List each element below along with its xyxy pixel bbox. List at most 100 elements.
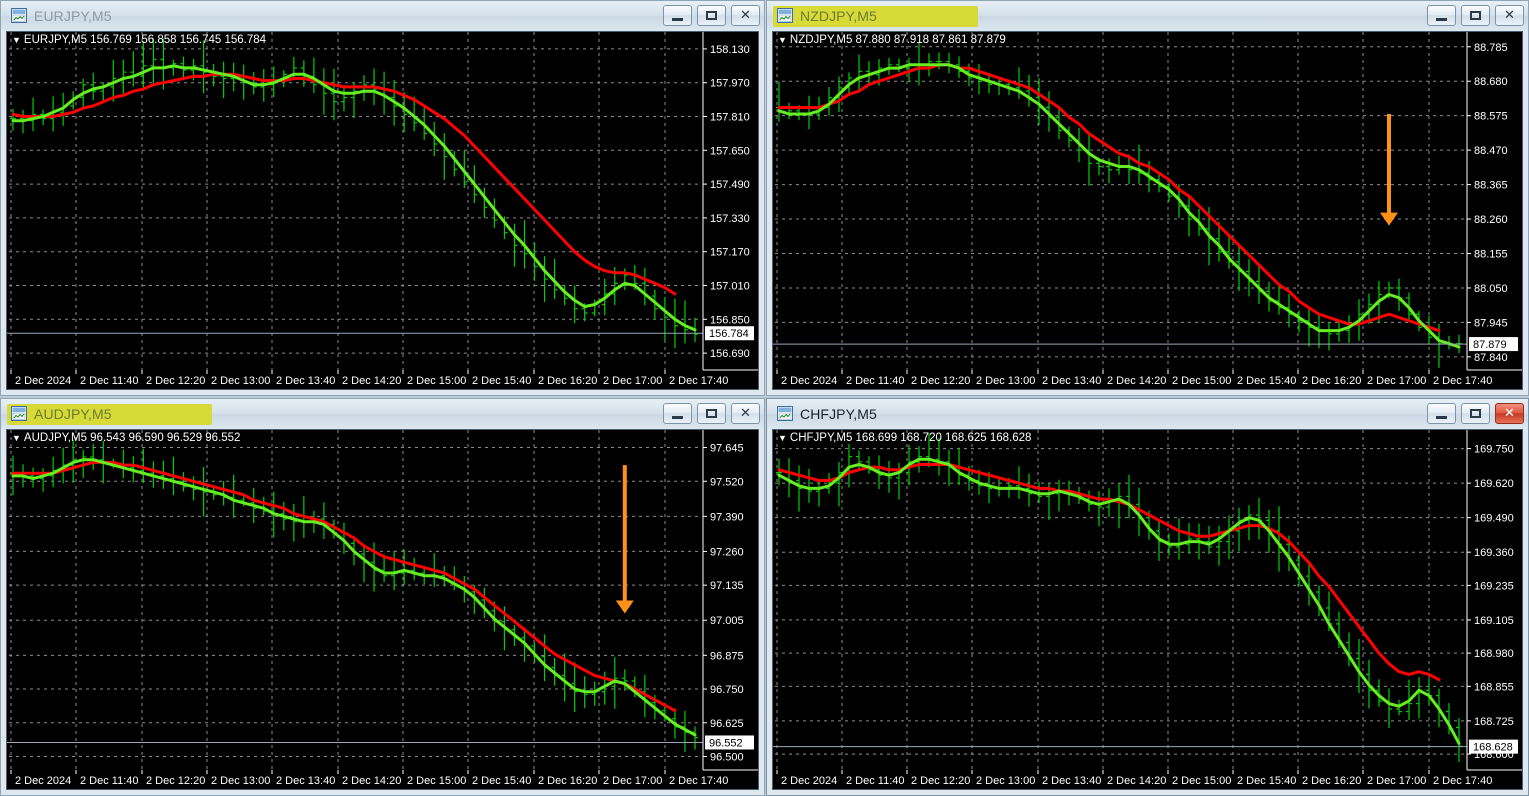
svg-text:96.625: 96.625 xyxy=(710,718,744,730)
price-chart[interactable]: 169.750 169.620 169.490 169.360 169.235 169.1… xyxy=(773,430,1522,789)
chart-area[interactable]: 97.645 97.520 97.390 97.260 97.135 97.005 96.8… xyxy=(6,429,759,790)
svg-text:2 Dec 2024: 2 Dec 2024 xyxy=(781,375,837,387)
price-chart[interactable]: 158.130 157.970 157.810 157.650 157.490 157.3… xyxy=(7,32,758,389)
minimize-icon xyxy=(672,415,683,419)
window-titlebar[interactable]: AUDJPY,M5 ✕ xyxy=(1,399,764,429)
svg-text:97.645: 97.645 xyxy=(710,443,744,455)
chart-window-eurjpy[interactable]: EURJPY,M5 ✕ 158.130 157.970 157.810 157.650… xyxy=(0,0,765,396)
svg-text:157.970: 157.970 xyxy=(710,78,750,90)
svg-text:156.784: 156.784 xyxy=(709,328,749,340)
svg-text:157.490: 157.490 xyxy=(710,179,750,191)
chart-document-icon xyxy=(777,406,793,421)
svg-text:168.980: 168.980 xyxy=(1474,648,1514,660)
restore-button[interactable] xyxy=(697,403,726,424)
svg-text:2 Dec 12:20: 2 Dec 12:20 xyxy=(146,775,205,787)
close-button[interactable]: ✕ xyxy=(1495,403,1524,424)
window-titlebar[interactable]: NZDJPY,M5 ✕ xyxy=(767,1,1528,31)
svg-text:169.750: 169.750 xyxy=(1474,444,1514,456)
minimize-icon xyxy=(1436,17,1447,21)
price-chart[interactable]: 88.785 88.680 88.575 88.470 88.365 88.260 88.1… xyxy=(773,32,1522,389)
svg-text:2 Dec 13:40: 2 Dec 13:40 xyxy=(276,775,335,787)
minimize-button[interactable] xyxy=(663,5,692,26)
chart-document-icon xyxy=(11,406,27,421)
minimize-button[interactable] xyxy=(1427,5,1456,26)
chart-document-icon xyxy=(777,8,793,23)
svg-text:2 Dec 17:40: 2 Dec 17:40 xyxy=(669,375,728,387)
window-titlebar[interactable]: EURJPY,M5 ✕ xyxy=(1,1,764,31)
svg-text:2 Dec 11:40: 2 Dec 11:40 xyxy=(846,375,905,387)
svg-text:2 Dec 17:00: 2 Dec 17:00 xyxy=(603,775,662,787)
close-icon: ✕ xyxy=(740,8,751,23)
close-icon: ✕ xyxy=(1504,8,1515,23)
svg-text:157.810: 157.810 xyxy=(710,112,750,124)
svg-text:157.330: 157.330 xyxy=(710,213,750,225)
window-controls[interactable]: ✕ xyxy=(663,403,760,424)
minimize-button[interactable] xyxy=(1427,403,1456,424)
svg-text:2 Dec 17:00: 2 Dec 17:00 xyxy=(603,375,662,387)
window-title-group[interactable]: NZDJPY,M5 xyxy=(773,5,978,27)
close-button[interactable]: ✕ xyxy=(1495,5,1524,26)
svg-text:2 Dec 13:40: 2 Dec 13:40 xyxy=(1042,375,1101,387)
close-button[interactable]: ✕ xyxy=(731,403,760,424)
svg-text:88.680: 88.680 xyxy=(1474,76,1508,88)
svg-text:88.470: 88.470 xyxy=(1474,145,1508,157)
svg-text:2 Dec 15:00: 2 Dec 15:00 xyxy=(407,775,466,787)
svg-text:2 Dec 17:00: 2 Dec 17:00 xyxy=(1367,375,1426,387)
chart-area[interactable]: 158.130 157.970 157.810 157.650 157.490 157.3… xyxy=(6,31,759,390)
svg-text:2 Dec 15:40: 2 Dec 15:40 xyxy=(472,775,531,787)
window-controls[interactable]: ✕ xyxy=(1427,403,1524,424)
svg-text:2 Dec 11:40: 2 Dec 11:40 xyxy=(846,775,905,787)
minimize-icon xyxy=(672,17,683,21)
svg-text:88.155: 88.155 xyxy=(1474,249,1508,261)
window-controls[interactable]: ✕ xyxy=(663,5,760,26)
svg-text:2 Dec 14:20: 2 Dec 14:20 xyxy=(1107,775,1166,787)
svg-text:96.875: 96.875 xyxy=(710,650,744,662)
chart-document-icon xyxy=(11,8,27,23)
svg-text:97.390: 97.390 xyxy=(710,511,744,523)
svg-text:168.725: 168.725 xyxy=(1474,716,1514,728)
price-chart[interactable]: 97.645 97.520 97.390 97.260 97.135 97.005 96.8… xyxy=(7,430,758,789)
window-titlebar[interactable]: CHFJPY,M5 ✕ xyxy=(767,399,1528,429)
svg-text:97.135: 97.135 xyxy=(710,580,744,592)
close-button[interactable]: ✕ xyxy=(731,5,760,26)
chart-area[interactable]: 88.785 88.680 88.575 88.470 88.365 88.260 88.1… xyxy=(772,31,1523,390)
restore-icon xyxy=(706,409,717,418)
restore-icon xyxy=(1470,409,1481,418)
svg-text:2 Dec 12:20: 2 Dec 12:20 xyxy=(911,375,970,387)
window-title-group[interactable]: CHFJPY,M5 xyxy=(773,404,978,425)
svg-text:2 Dec 11:40: 2 Dec 11:40 xyxy=(80,375,139,387)
restore-button[interactable] xyxy=(697,5,726,26)
window-controls[interactable]: ✕ xyxy=(1427,5,1524,26)
chart-window-nzdjpy[interactable]: NZDJPY,M5 ✕ 88.785 88.680 88.575 88.470 88.3… xyxy=(766,0,1529,396)
minimize-button[interactable] xyxy=(663,403,692,424)
svg-text:88.785: 88.785 xyxy=(1474,42,1508,54)
window-title-group[interactable]: AUDJPY,M5 xyxy=(7,403,212,425)
svg-text:2 Dec 16:20: 2 Dec 16:20 xyxy=(1302,375,1361,387)
svg-text:87.945: 87.945 xyxy=(1474,317,1508,329)
window-title-group[interactable]: EURJPY,M5 xyxy=(7,6,212,27)
svg-text:2 Dec 2024: 2 Dec 2024 xyxy=(15,775,71,787)
svg-text:2 Dec 17:40: 2 Dec 17:40 xyxy=(1433,375,1492,387)
restore-button[interactable] xyxy=(1461,5,1490,26)
svg-text:88.260: 88.260 xyxy=(1474,214,1508,226)
window-title-text: AUDJPY,M5 xyxy=(34,405,112,422)
restore-button[interactable] xyxy=(1461,403,1490,424)
svg-text:87.879: 87.879 xyxy=(1473,339,1507,351)
svg-text:2 Dec 14:20: 2 Dec 14:20 xyxy=(1107,375,1166,387)
svg-text:169.360: 169.360 xyxy=(1474,547,1514,559)
window-title-text: EURJPY,M5 xyxy=(34,7,112,24)
chart-window-chfjpy[interactable]: CHFJPY,M5 ✕ 169.750 169.620 169.490 169.360… xyxy=(766,398,1529,796)
svg-text:97.005: 97.005 xyxy=(710,615,744,627)
svg-text:157.650: 157.650 xyxy=(710,145,750,157)
chart-window-audjpy[interactable]: AUDJPY,M5 ✕ 97.645 97.520 97.390 97.260 97.1… xyxy=(0,398,765,796)
svg-text:158.130: 158.130 xyxy=(710,44,750,56)
svg-text:2 Dec 13:00: 2 Dec 13:00 xyxy=(211,775,270,787)
svg-text:96.552: 96.552 xyxy=(709,737,743,749)
svg-text:2 Dec 14:20: 2 Dec 14:20 xyxy=(342,375,401,387)
close-icon: ✕ xyxy=(1504,406,1515,421)
svg-text:2 Dec 15:40: 2 Dec 15:40 xyxy=(472,375,531,387)
window-title-text: CHFJPY,M5 xyxy=(800,405,877,422)
svg-text:2 Dec 13:40: 2 Dec 13:40 xyxy=(276,375,335,387)
chart-area[interactable]: 169.750 169.620 169.490 169.360 169.235 169.1… xyxy=(772,429,1523,790)
svg-text:2 Dec 16:20: 2 Dec 16:20 xyxy=(538,375,597,387)
